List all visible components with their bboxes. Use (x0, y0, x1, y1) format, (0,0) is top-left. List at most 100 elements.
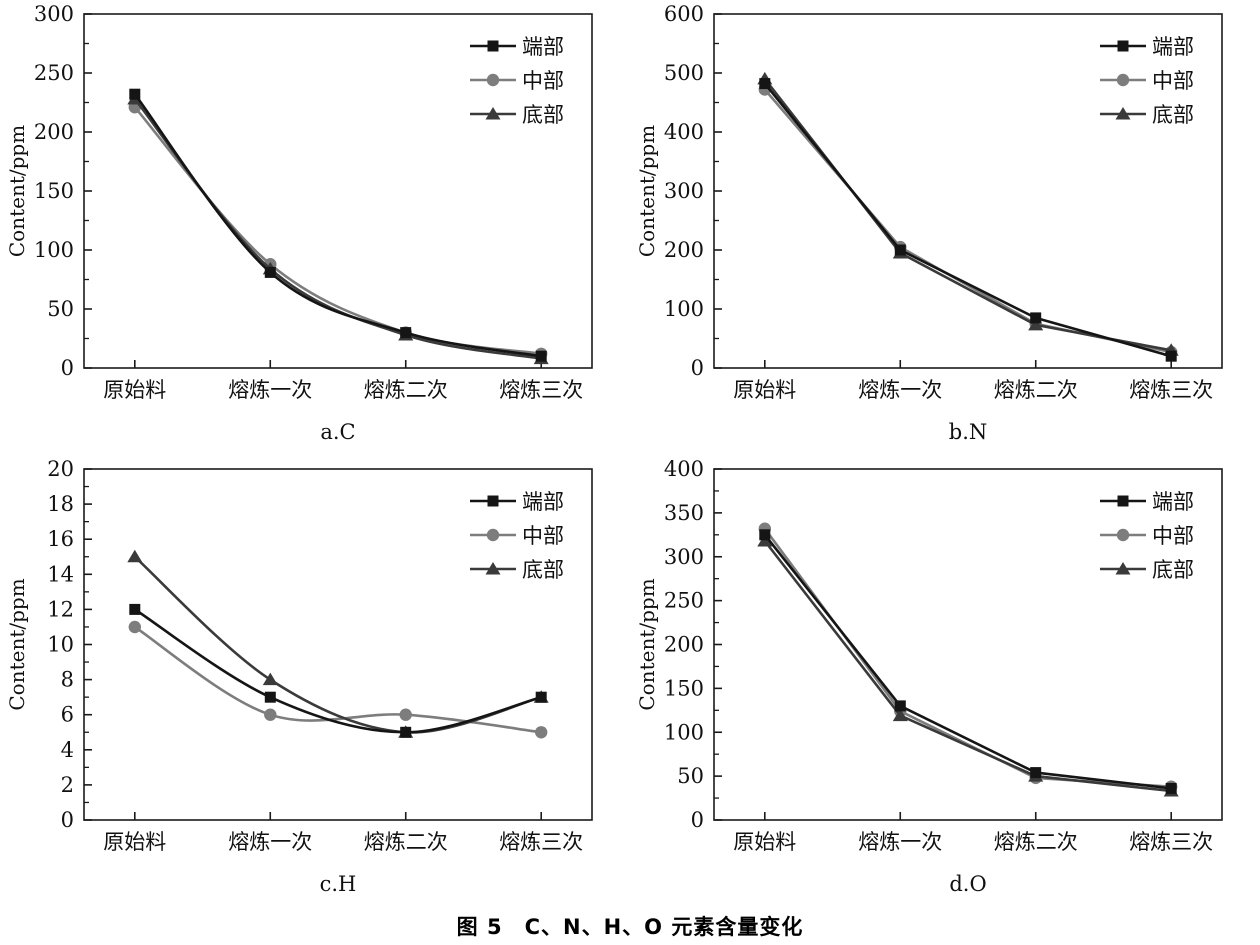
series-circle (128, 620, 548, 739)
subcaption-a-c: a.C (320, 420, 356, 444)
square-marker (1117, 40, 1129, 52)
square-marker (264, 266, 276, 278)
triangle-marker (127, 549, 143, 563)
square-marker (759, 78, 771, 90)
series-triangle (127, 92, 549, 365)
y-axis-title: Content/ppm (635, 125, 659, 257)
y-tick-label: 300 (34, 2, 74, 26)
y-tick-label: 50 (677, 764, 704, 788)
square-marker (535, 350, 547, 362)
chart-a-carbon: 0 50 100 150 200 250 300 Content/ppm 原始料 熔炼一次 熔炼二次… (5, 2, 593, 402)
x-tick-label: 原始料 (733, 378, 796, 402)
y-axis-title: Content/ppm (5, 125, 29, 257)
legend-entry: 端部 (470, 35, 564, 59)
legend-entry: 中部 (1100, 524, 1194, 548)
y-axis: 0 50 100 150 200 250 300 (34, 2, 92, 380)
series-line (133, 98, 542, 360)
series-line (133, 555, 542, 734)
y-tick-label: 150 (664, 676, 704, 700)
series-line (763, 540, 1172, 793)
y-tick-label: 0 (691, 808, 704, 832)
x-axis: 原始料 熔炼一次 熔炼二次 熔炼三次 (103, 812, 583, 854)
circle-marker (535, 726, 548, 739)
chart-b-nitrogen: 0 100 200 300 400 500 600 Content/ppm 原始料 熔炼一次 熔炼二… (635, 2, 1223, 402)
legend-label: 中部 (1152, 524, 1194, 548)
circle-marker (128, 620, 141, 634)
y-tick-label: 100 (664, 720, 704, 744)
square-marker (1165, 782, 1177, 794)
panel-d-o: 0 50 100 150 200 250 300 350 400 Content/ppm 原始料 熔炼… (630, 455, 1260, 907)
y-tick-label: 200 (34, 120, 74, 144)
y-tick-label: 2 (61, 773, 74, 797)
legend-label: 端部 (522, 490, 564, 514)
triangle-marker (892, 708, 908, 722)
series-square (129, 603, 547, 738)
legend-entry: 端部 (1100, 490, 1194, 514)
legend-entry: 底部 (470, 103, 564, 127)
y-tick-label: 300 (664, 545, 704, 569)
x-tick-label: 原始料 (103, 378, 166, 402)
series-line (763, 88, 1172, 354)
square-marker (1030, 312, 1042, 324)
circle-marker (1116, 528, 1130, 542)
triangle-marker (1028, 317, 1044, 331)
x-tick-label: 熔炼一次 (228, 830, 312, 854)
y-tick-label: 10 (47, 633, 74, 657)
x-tick-label: 熔炼二次 (364, 378, 448, 402)
x-tick-label: 熔炼三次 (1129, 830, 1213, 854)
legend-entry: 端部 (1100, 35, 1194, 59)
figure-caption: 图 5 C、N、H、O 元素含量变化 (456, 915, 804, 939)
x-tick-label: 原始料 (103, 830, 166, 854)
legend-label: 底部 (1152, 103, 1194, 127)
series-circle (128, 101, 548, 360)
y-tick-label: 20 (47, 457, 74, 481)
x-tick-label: 熔炼一次 (858, 830, 942, 854)
panel-grid: 0 50 100 150 200 250 300 Content/ppm 原始料 熔炼一次 熔炼二次… (5, 2, 1260, 907)
caption-row: 图 5 C、N、H、O 元素含量变化 (0, 907, 1260, 945)
y-tick-label: 250 (34, 61, 74, 85)
legend-label: 中部 (522, 69, 564, 93)
series-square (759, 78, 1177, 362)
legend-label: 中部 (522, 524, 564, 548)
legend-label: 底部 (522, 558, 564, 582)
y-tick-label: 200 (664, 238, 704, 262)
square-marker (129, 603, 141, 615)
circle-marker (399, 708, 412, 721)
chart-d-oxygen: 0 50 100 150 200 250 300 350 400 Content/ppm 原始料 熔炼… (635, 457, 1223, 854)
square-marker (894, 700, 906, 712)
square-marker (400, 726, 412, 738)
triangle-marker (485, 107, 501, 120)
plot-border (83, 13, 593, 369)
circle-marker (486, 73, 500, 87)
y-tick-label: 12 (47, 597, 74, 621)
square-marker (487, 40, 499, 52)
series-triangle (127, 549, 549, 738)
legend-entry: 端部 (470, 490, 564, 514)
series-line (133, 106, 542, 356)
y-tick-label: 400 (664, 120, 704, 144)
legend-label: 中部 (1152, 69, 1194, 93)
y-tick-label: 150 (34, 179, 74, 203)
legend-entry: 底部 (470, 558, 564, 582)
y-tick-label: 0 (61, 356, 74, 380)
x-tick-label: 熔炼三次 (499, 378, 583, 402)
y-axis-title: Content/ppm (635, 578, 659, 710)
legend-entry: 中部 (470, 69, 564, 93)
square-marker (1030, 767, 1042, 779)
legend-entry: 中部 (1100, 69, 1194, 93)
y-tick-label: 0 (61, 808, 74, 832)
triangle-marker (262, 672, 278, 686)
triangle-marker (1115, 562, 1131, 575)
y-tick-label: 400 (664, 457, 704, 481)
legend-entry: 中部 (470, 524, 564, 548)
x-tick-label: 熔炼三次 (1129, 378, 1213, 402)
chart-c-hydrogen: 0 2 4 6 8 10 12 14 16 18 20 Content/ppm 原始料 熔炼一次 熔炼二次 熔… (5, 457, 593, 854)
series-line (133, 93, 542, 358)
y-tick-label: 0 (691, 356, 704, 380)
y-tick-label: 100 (664, 297, 704, 321)
circle-marker (264, 708, 277, 721)
square-marker (487, 495, 499, 507)
